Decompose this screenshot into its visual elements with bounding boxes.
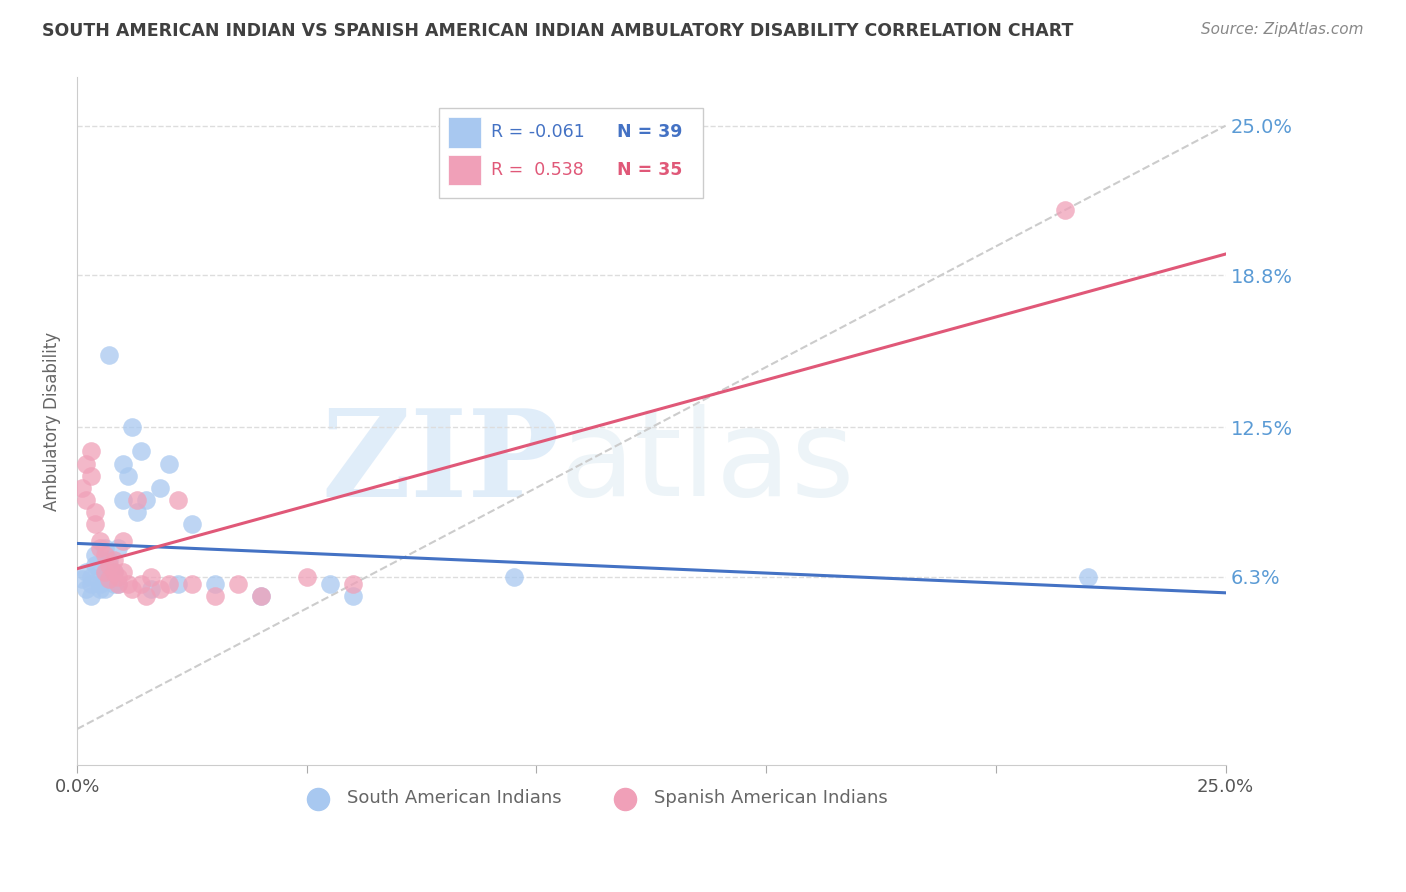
Text: N = 35: N = 35 xyxy=(617,161,682,179)
Point xyxy=(93,541,115,555)
Point xyxy=(131,444,153,458)
Point xyxy=(250,589,273,603)
Point xyxy=(93,548,115,562)
Point xyxy=(84,516,107,531)
Text: N = 39: N = 39 xyxy=(617,123,682,142)
FancyBboxPatch shape xyxy=(449,155,481,186)
Point xyxy=(181,577,204,591)
Point xyxy=(98,570,121,584)
Point xyxy=(107,577,129,591)
Point xyxy=(112,565,135,579)
Point xyxy=(80,570,103,584)
Point xyxy=(93,570,115,584)
Point xyxy=(181,516,204,531)
Point xyxy=(75,565,97,579)
Point xyxy=(149,481,172,495)
Point xyxy=(112,457,135,471)
Point xyxy=(93,582,115,596)
Point xyxy=(103,577,125,591)
Point xyxy=(98,553,121,567)
Point xyxy=(84,558,107,572)
Point xyxy=(125,492,148,507)
Point xyxy=(103,553,125,567)
Point xyxy=(250,589,273,603)
Point xyxy=(89,533,111,548)
Point xyxy=(135,589,157,603)
Point xyxy=(70,573,93,587)
Point xyxy=(103,565,125,579)
Point xyxy=(135,492,157,507)
Point xyxy=(117,468,139,483)
Point xyxy=(125,505,148,519)
Y-axis label: Ambulatory Disability: Ambulatory Disability xyxy=(44,332,60,511)
Point xyxy=(107,570,129,584)
FancyBboxPatch shape xyxy=(449,118,481,147)
Point xyxy=(112,533,135,548)
Point xyxy=(342,577,364,591)
Point xyxy=(149,582,172,596)
Point xyxy=(75,457,97,471)
Point xyxy=(139,570,162,584)
Text: R =  0.538: R = 0.538 xyxy=(491,161,583,179)
Point xyxy=(204,577,226,591)
Point xyxy=(107,577,129,591)
Point xyxy=(204,589,226,603)
Text: atlas: atlas xyxy=(560,404,855,521)
Point xyxy=(80,577,103,591)
Point xyxy=(1077,570,1099,584)
Point xyxy=(121,420,143,434)
Point xyxy=(112,492,135,507)
Point xyxy=(84,548,107,562)
Point xyxy=(89,577,111,591)
Point xyxy=(98,348,121,362)
Point xyxy=(89,565,111,579)
Point xyxy=(98,558,121,572)
Point xyxy=(226,577,249,591)
Point xyxy=(75,582,97,596)
Point xyxy=(139,582,162,596)
Point xyxy=(117,577,139,591)
Point xyxy=(121,582,143,596)
Point xyxy=(1053,203,1076,218)
Point xyxy=(502,570,524,584)
Point xyxy=(342,589,364,603)
Text: SOUTH AMERICAN INDIAN VS SPANISH AMERICAN INDIAN AMBULATORY DISABILITY CORRELATI: SOUTH AMERICAN INDIAN VS SPANISH AMERICA… xyxy=(42,22,1074,40)
Point xyxy=(103,565,125,579)
Text: ZIP: ZIP xyxy=(321,403,560,522)
Point xyxy=(89,541,111,555)
Text: Source: ZipAtlas.com: Source: ZipAtlas.com xyxy=(1201,22,1364,37)
Point xyxy=(84,505,107,519)
Point xyxy=(107,541,129,555)
Point xyxy=(157,577,180,591)
Point xyxy=(75,492,97,507)
FancyBboxPatch shape xyxy=(439,109,703,198)
Point xyxy=(131,577,153,591)
Point xyxy=(319,577,342,591)
Legend: South American Indians, Spanish American Indians: South American Indians, Spanish American… xyxy=(292,782,894,814)
Point xyxy=(80,589,103,603)
Point xyxy=(295,570,318,584)
Text: R = -0.061: R = -0.061 xyxy=(491,123,585,142)
Point xyxy=(157,457,180,471)
Point xyxy=(70,481,93,495)
Point xyxy=(167,492,190,507)
Point xyxy=(80,468,103,483)
Point xyxy=(98,573,121,587)
Point xyxy=(89,582,111,596)
Point xyxy=(93,565,115,579)
Point xyxy=(80,444,103,458)
Point xyxy=(167,577,190,591)
